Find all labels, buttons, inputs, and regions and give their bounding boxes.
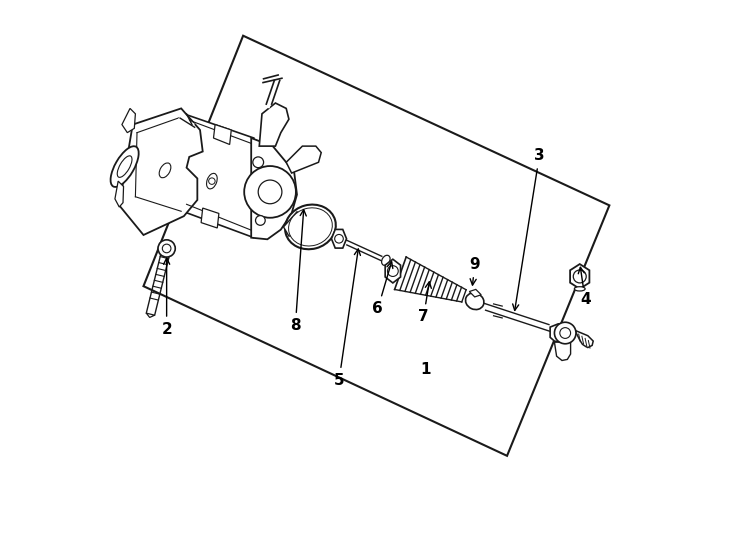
Polygon shape <box>201 208 219 228</box>
Circle shape <box>208 178 215 184</box>
Ellipse shape <box>285 205 336 249</box>
Ellipse shape <box>206 173 217 189</box>
Polygon shape <box>122 109 135 133</box>
Polygon shape <box>550 324 575 342</box>
Text: 1: 1 <box>420 362 430 377</box>
Circle shape <box>258 180 282 204</box>
Polygon shape <box>119 109 203 235</box>
Polygon shape <box>575 330 593 348</box>
Circle shape <box>158 240 175 257</box>
Polygon shape <box>181 114 254 238</box>
Ellipse shape <box>575 287 585 291</box>
Ellipse shape <box>288 208 333 246</box>
Text: 4: 4 <box>578 267 590 307</box>
Polygon shape <box>143 36 609 456</box>
Polygon shape <box>332 230 346 248</box>
Circle shape <box>255 215 265 225</box>
Polygon shape <box>115 181 123 207</box>
Polygon shape <box>251 138 297 239</box>
Ellipse shape <box>465 293 484 309</box>
Circle shape <box>244 166 296 218</box>
Polygon shape <box>469 289 482 297</box>
Circle shape <box>388 266 399 276</box>
Ellipse shape <box>159 163 171 178</box>
Ellipse shape <box>117 156 132 177</box>
Circle shape <box>554 322 576 344</box>
Polygon shape <box>259 103 289 146</box>
Text: 7: 7 <box>418 282 432 325</box>
Polygon shape <box>214 125 231 145</box>
Circle shape <box>162 244 171 253</box>
Circle shape <box>335 234 344 243</box>
Ellipse shape <box>382 255 390 265</box>
Text: 8: 8 <box>290 210 306 333</box>
Polygon shape <box>385 259 401 283</box>
Polygon shape <box>283 212 310 236</box>
Polygon shape <box>146 313 155 318</box>
Polygon shape <box>286 146 321 173</box>
Text: 3: 3 <box>512 148 545 310</box>
Text: 5: 5 <box>334 249 360 388</box>
Text: 9: 9 <box>470 257 480 285</box>
Text: 2: 2 <box>161 258 172 337</box>
Polygon shape <box>181 114 262 158</box>
Text: 6: 6 <box>372 262 393 316</box>
Polygon shape <box>554 342 570 361</box>
Polygon shape <box>570 264 589 289</box>
Circle shape <box>560 328 570 339</box>
Circle shape <box>573 270 586 283</box>
Circle shape <box>252 157 264 167</box>
Ellipse shape <box>111 146 139 187</box>
